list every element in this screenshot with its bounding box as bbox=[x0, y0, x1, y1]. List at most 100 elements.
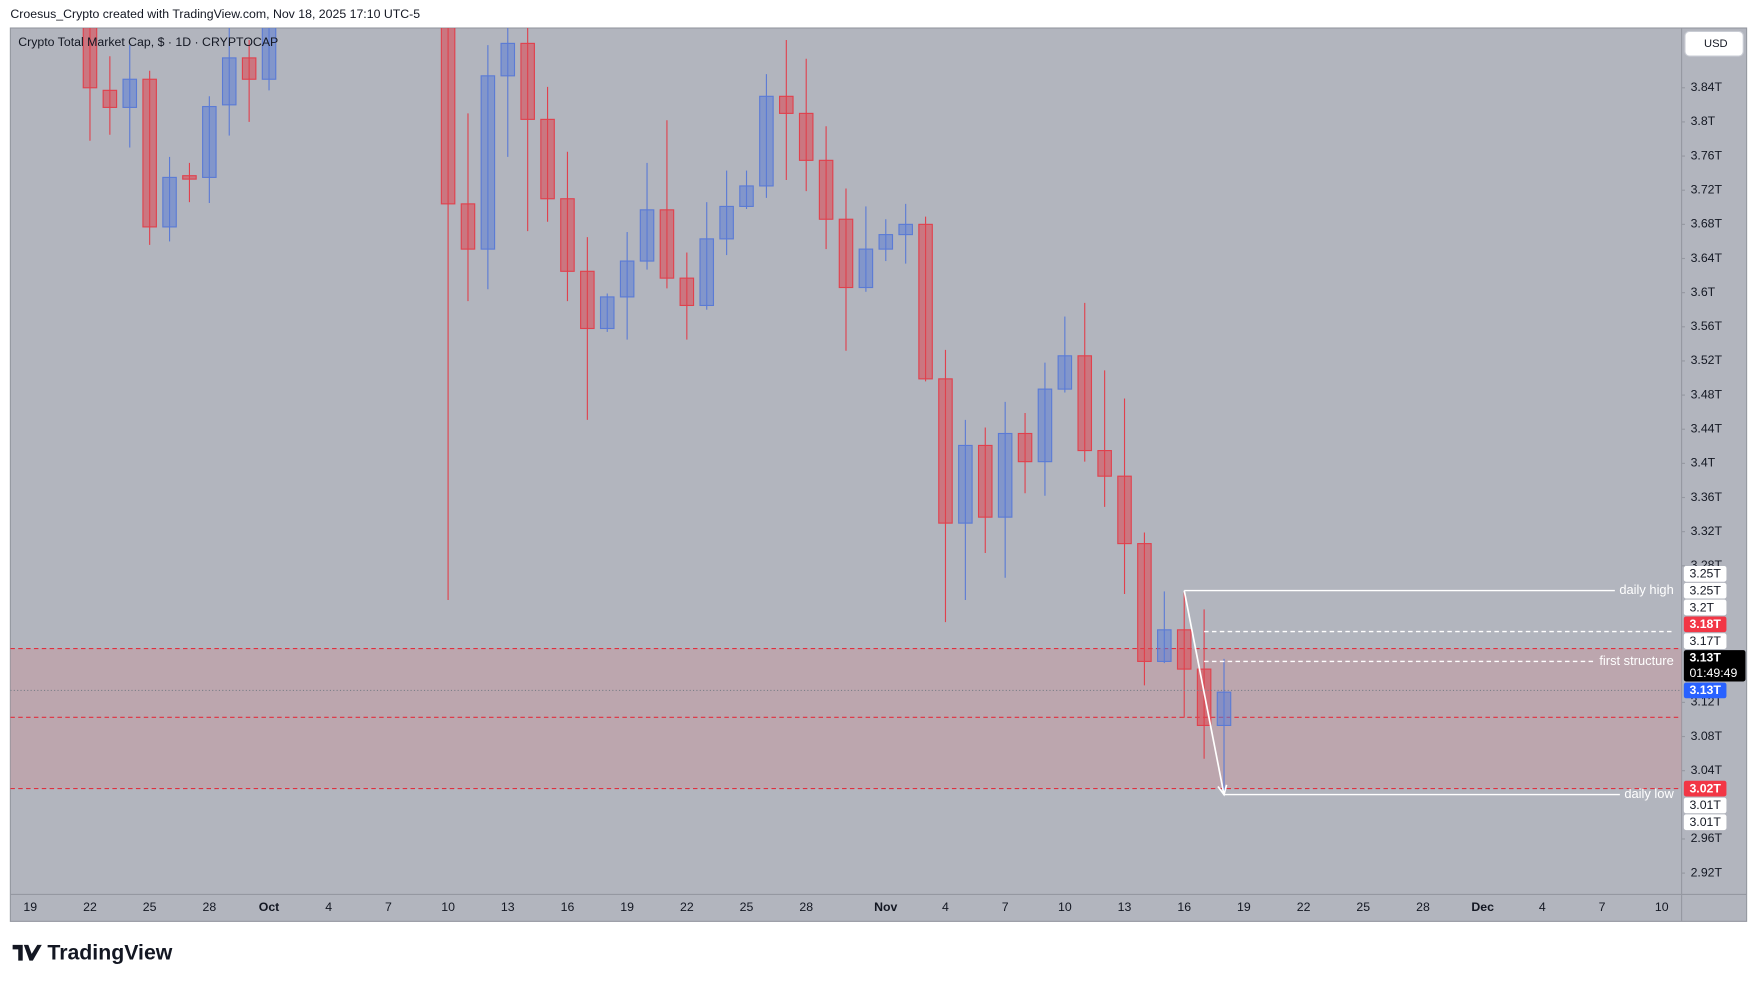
x-tick-label: 13 bbox=[1118, 900, 1132, 914]
y-tick-label: 3.52T bbox=[1691, 353, 1723, 367]
x-tick-label: 4 bbox=[1539, 900, 1546, 914]
price-badge bbox=[1683, 814, 1727, 831]
y-tick-label: 3.44T bbox=[1691, 421, 1723, 435]
price-badge-label: 3.01T bbox=[1689, 798, 1721, 812]
x-tick-label: 10 bbox=[441, 900, 455, 914]
candle-body bbox=[798, 112, 814, 161]
price-badge-label: 3.13T bbox=[1689, 651, 1721, 665]
x-tick-label: 10 bbox=[1655, 900, 1669, 914]
x-tick-label: 10 bbox=[1058, 900, 1072, 914]
arrow-line bbox=[1183, 590, 1225, 795]
candle-body bbox=[958, 444, 973, 524]
price-badge bbox=[1683, 682, 1727, 699]
candle-body bbox=[241, 57, 257, 80]
x-tick-label: 25 bbox=[143, 900, 157, 914]
candle-body bbox=[838, 218, 854, 289]
x-tick-label: 7 bbox=[1599, 900, 1606, 914]
logo-text: TradingView bbox=[47, 940, 172, 964]
candle-body bbox=[82, 28, 98, 89]
currency-button[interactable] bbox=[1684, 30, 1744, 57]
price-badge-label: 3.18T bbox=[1689, 617, 1721, 631]
y-tick-label: 3.68T bbox=[1691, 217, 1723, 231]
x-tick-label: 22 bbox=[1297, 900, 1311, 914]
x-tick-label: 28 bbox=[202, 900, 216, 914]
candle-body bbox=[739, 185, 754, 207]
x-tick-label: 16 bbox=[561, 900, 575, 914]
candle-body bbox=[1037, 388, 1053, 463]
y-tick-label: 3.04T bbox=[1691, 763, 1723, 777]
chart-background bbox=[9, 27, 1748, 922]
x-tick-label: 16 bbox=[1177, 900, 1191, 914]
price-badge bbox=[1683, 616, 1727, 633]
y-tick-label: 2.92T bbox=[1691, 865, 1723, 879]
x-tick-label: 25 bbox=[740, 900, 754, 914]
price-badge-label: 3.2T bbox=[1689, 600, 1714, 614]
candle-body bbox=[1117, 475, 1132, 545]
candle-body bbox=[779, 95, 794, 114]
price-badge bbox=[1683, 650, 1746, 682]
logo-icon bbox=[12, 944, 42, 961]
candle-body bbox=[520, 42, 535, 120]
candle-body bbox=[1097, 450, 1112, 477]
candle-body bbox=[858, 248, 874, 289]
candle-body bbox=[659, 209, 675, 279]
y-tick-label: 3.64T bbox=[1691, 251, 1723, 265]
candle-body bbox=[142, 78, 157, 228]
candle-body bbox=[1077, 355, 1093, 452]
y-tick-label: 3.56T bbox=[1691, 319, 1723, 333]
candle-body bbox=[679, 277, 695, 307]
x-tick-label: 4 bbox=[325, 900, 332, 914]
candle-body bbox=[1176, 629, 1192, 670]
y-tick-label: 3.48T bbox=[1691, 387, 1723, 401]
candle-body bbox=[1137, 543, 1152, 662]
price-badge-label: 3.13T bbox=[1689, 683, 1721, 697]
candle-body bbox=[221, 57, 237, 106]
x-tick-label: 22 bbox=[680, 900, 694, 914]
x-tick-label: 25 bbox=[1356, 900, 1370, 914]
candle-body bbox=[997, 432, 1013, 518]
logo: TradingView bbox=[12, 940, 173, 964]
price-badge bbox=[1683, 797, 1727, 814]
price-badge-label: 3.25T bbox=[1689, 567, 1721, 581]
x-tick-label: 7 bbox=[385, 900, 392, 914]
candle-body bbox=[440, 28, 456, 205]
header-caption: Croesus_Crypto created with TradingView.… bbox=[10, 7, 420, 21]
x-tick-label: Dec bbox=[1471, 900, 1494, 914]
candle-body bbox=[540, 118, 555, 200]
candle-body bbox=[699, 238, 715, 307]
x-tick-label: 19 bbox=[620, 900, 634, 914]
candle-body bbox=[599, 296, 615, 330]
price-badge bbox=[1683, 566, 1727, 582]
candle-body bbox=[898, 223, 913, 236]
y-tick-label: 3.8T bbox=[1691, 114, 1716, 128]
candle-body bbox=[102, 89, 118, 108]
candle-body bbox=[878, 234, 894, 250]
candle-body bbox=[480, 75, 496, 250]
candle-body bbox=[1057, 355, 1073, 390]
x-tick-label: 7 bbox=[1002, 900, 1009, 914]
y-tick-label: 3.72T bbox=[1691, 182, 1723, 196]
candle-body bbox=[560, 198, 575, 272]
y-tick-label: 3.6T bbox=[1691, 285, 1716, 299]
currency-label[interactable]: USD bbox=[1704, 38, 1728, 50]
candle-body bbox=[759, 95, 774, 187]
countdown: 01:49:49 bbox=[1689, 666, 1737, 680]
y-tick-label: 3.84T bbox=[1691, 80, 1723, 94]
x-tick-label: 19 bbox=[1237, 900, 1251, 914]
candle-body bbox=[1216, 691, 1232, 726]
plot-area bbox=[10, 28, 1682, 797]
candle-body bbox=[500, 42, 516, 77]
y-tick-label: 3.4T bbox=[1691, 456, 1716, 470]
candle-body bbox=[818, 159, 834, 220]
candle-body bbox=[918, 223, 933, 380]
drawing-label: daily high bbox=[1619, 582, 1673, 597]
price-badge-label: 3.25T bbox=[1689, 583, 1721, 597]
y-tick-label: 2.96T bbox=[1691, 831, 1723, 845]
x-tick-label: 22 bbox=[83, 900, 97, 914]
candle-body bbox=[1017, 432, 1033, 463]
candle-body bbox=[639, 209, 655, 262]
chart-title: Crypto Total Market Cap, $ · 1D · CRYPTO… bbox=[18, 35, 278, 49]
price-badges: 3.25T3.25T3.2T3.18T3.17T3.13T01:49:493.1… bbox=[1683, 566, 1746, 831]
candle-body bbox=[122, 78, 138, 108]
x-tick-label: Nov bbox=[874, 900, 897, 914]
